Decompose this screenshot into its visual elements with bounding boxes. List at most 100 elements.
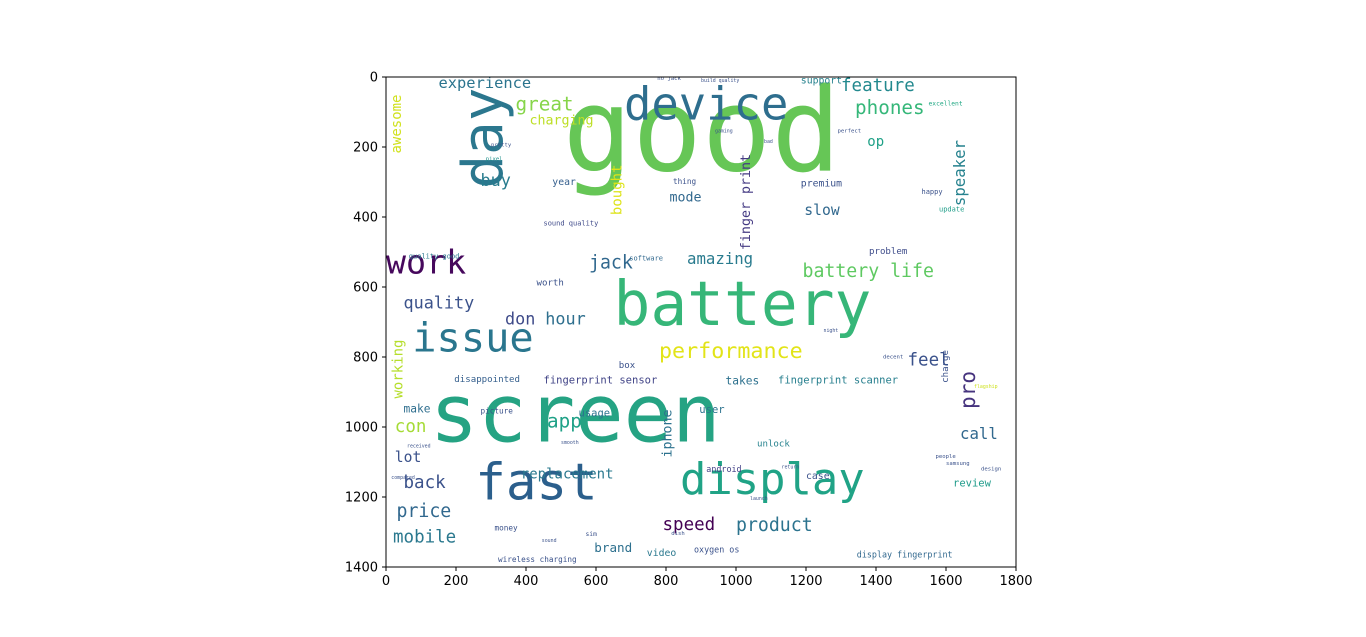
word-speed: speed <box>663 515 716 535</box>
word-working: working <box>391 340 407 399</box>
word-screen: screen <box>430 367 721 461</box>
word-quality-good: quality good <box>409 253 460 261</box>
word-design: design <box>981 467 1001 473</box>
x-tick-label: 400 <box>514 574 539 589</box>
word-return: return <box>782 465 800 471</box>
word-takes: takes <box>726 374 760 387</box>
word-slow: slow <box>804 202 840 219</box>
word-finger-print: finger print <box>739 154 754 250</box>
word-usage: usage <box>579 408 611 420</box>
word-fast: fast <box>475 453 597 512</box>
word-day: day <box>451 88 516 189</box>
word-don: don <box>505 308 535 328</box>
word-brand: brand <box>594 540 632 555</box>
x-tick-label: 1000 <box>719 574 752 589</box>
word-battery-life: battery life <box>803 261 934 282</box>
word-lot: lot <box>395 449 422 466</box>
word-op: op <box>867 134 884 150</box>
word-bad: bad <box>764 139 773 145</box>
word-feature: feature <box>841 76 915 96</box>
x-tick-label: 1800 <box>999 574 1032 589</box>
word-app: app <box>547 409 582 432</box>
word-display-fingerprint: display fingerprint <box>857 550 953 560</box>
word-performance: performance <box>659 339 803 364</box>
word-fingerprint-scanner: fingerprint scanner <box>778 375 898 387</box>
y-tick-label: 1000 <box>345 421 378 436</box>
word-dish: dish <box>671 531 684 537</box>
word-wireless-charging: wireless charging <box>498 555 577 564</box>
y-tick-label: 1400 <box>345 561 378 576</box>
word-worth: worth <box>537 279 564 289</box>
plot-frame <box>385 76 1017 568</box>
y-tick-label: 0 <box>370 71 378 86</box>
word-android: android <box>706 464 741 474</box>
y-tick-label: 1200 <box>345 491 378 506</box>
word-unlock: unlock <box>757 440 790 450</box>
word-no-jack: no jack <box>657 76 681 82</box>
x-tick-label: 600 <box>584 574 609 589</box>
word-excellent: excellent <box>929 101 963 108</box>
x-tick-label: 800 <box>654 574 679 589</box>
word-display: display <box>680 454 865 505</box>
word-buy: buy <box>481 170 511 190</box>
word-make: make <box>404 402 431 415</box>
word-gaming: gaming <box>715 129 733 135</box>
word-software: software <box>629 254 663 262</box>
word-charge: charge <box>941 350 951 383</box>
word-decent: decent <box>883 355 903 361</box>
word-box: box <box>619 361 636 371</box>
x-tick-label: 1400 <box>859 574 892 589</box>
y-tick-label: 800 <box>353 351 378 366</box>
y-tick-label: 600 <box>353 281 378 296</box>
word-good: good <box>563 65 841 199</box>
word-launch: launch <box>750 496 768 502</box>
word-call: call <box>960 424 998 443</box>
word-issue: issue <box>412 315 533 362</box>
word-product: product <box>736 515 813 536</box>
word-oxygen-os: oxygen os <box>694 544 739 554</box>
word-experience: experience <box>439 74 532 92</box>
word-sound: sound <box>542 538 557 544</box>
word-hour: hour <box>545 308 585 328</box>
word-con: con <box>395 417 427 437</box>
word-flagship: flagship <box>974 384 998 390</box>
word-bought: bought <box>609 165 625 216</box>
word-support: support <box>801 75 842 86</box>
word-problem: problem <box>869 247 908 257</box>
word-happy: happy <box>922 188 943 196</box>
word-mode: mode <box>670 190 702 205</box>
word-update: update <box>939 205 964 213</box>
word-case: case <box>806 471 830 482</box>
x-tick-label: 200 <box>444 574 469 589</box>
word-pro: pro <box>956 371 980 409</box>
word-received: received <box>407 444 431 450</box>
plot-background <box>386 77 1016 567</box>
word-perfect: perfect <box>838 129 862 135</box>
word-iphone: iphone <box>660 410 675 458</box>
word-night: night <box>824 328 839 334</box>
word-awesome: awesome <box>389 95 405 154</box>
word-review: review <box>953 478 992 490</box>
word-premium: premium <box>801 179 842 190</box>
word-sound-quality: sound quality <box>544 219 599 227</box>
word-samsung: samsung <box>946 461 970 467</box>
word-picture: picture <box>481 406 514 415</box>
word-smooth: smooth <box>561 440 579 446</box>
word-pretty: pretty <box>491 143 512 149</box>
y-tick-label: 200 <box>353 141 378 156</box>
word-replacement: replacement <box>521 467 614 483</box>
axes-layer: 0 200 400 600 800 1000 1200 1400 1600 1800 0 200 400… <box>345 71 1033 590</box>
word-user: user <box>699 404 724 416</box>
word-great: great <box>516 93 574 116</box>
word-battery: battery <box>614 269 872 340</box>
word-speaker: speaker <box>950 140 969 206</box>
x-tick-label: 1600 <box>929 574 962 589</box>
word-mobile: mobile <box>393 527 456 547</box>
word-build-quality: build quality <box>701 78 739 84</box>
word-year: year <box>552 177 576 188</box>
word-charging: charging <box>530 113 594 128</box>
word-feel: feel <box>908 351 950 371</box>
word-quality: quality <box>404 293 475 313</box>
word-fingerprint-sensor: fingerprint sensor <box>544 375 658 387</box>
